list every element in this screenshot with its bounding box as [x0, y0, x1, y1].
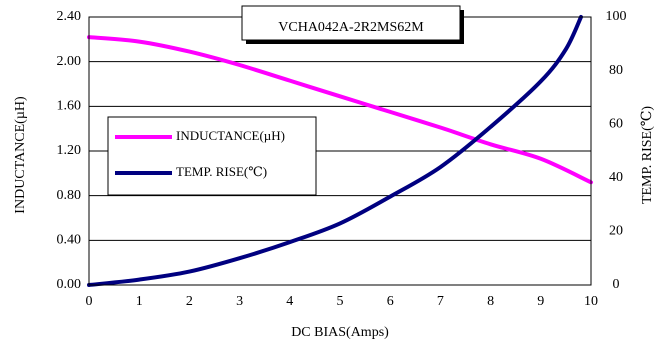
y-tick-label: 1.20 [57, 143, 82, 158]
y2-tick-label: 100 [606, 9, 627, 24]
y2-tick-label: 60 [609, 116, 623, 131]
x-tick-label: 4 [286, 294, 293, 309]
y-axis-label: INDUCTANCE(µH) [13, 96, 28, 214]
y2-axis-label: TEMP. RISE(℃) [640, 106, 655, 204]
x-tick-label: 2 [186, 294, 193, 309]
x-tick-label: 7 [437, 294, 444, 309]
legend: INDUCTANCE(µH) TEMP. RISE(℃) [107, 116, 317, 196]
y-tick-label: 0.40 [57, 233, 82, 248]
x-tick-label: 6 [387, 294, 394, 309]
series-layer [87, 15, 593, 287]
y2-tick-label: 20 [609, 224, 623, 239]
x-tick-label: 1 [136, 294, 143, 309]
x-tick-label: 8 [487, 294, 494, 309]
y2-tick-label: 40 [609, 170, 623, 185]
inductance-line [87, 35, 593, 185]
temp-rise-line [87, 15, 583, 287]
x-axis-label: DC BIAS(Amps) [291, 325, 389, 340]
x-tick-label: 9 [537, 294, 544, 309]
chart-title-box: VCHA042A-2R2MS62M [241, 5, 464, 44]
tick-labels: 0 1 2 3 4 5 6 7 8 9 10 0.00 0.40 0.80 1.20 1.60 2.00 2.40… [57, 9, 627, 309]
legend-label-temp-rise: TEMP. RISE(℃) [176, 164, 267, 179]
x-tick-label: 5 [337, 294, 344, 309]
x-tick-label: 0 [86, 294, 93, 309]
y-tick-label: 0.00 [57, 277, 82, 292]
y2-tick-label: 0 [613, 277, 620, 292]
x-tick-label: 10 [584, 294, 598, 309]
y-tick-label: 2.00 [57, 54, 82, 69]
y-tick-label: 1.60 [57, 99, 82, 114]
legend-label-inductance: INDUCTANCE(µH) [176, 128, 285, 143]
x-tick-label: 3 [236, 294, 243, 309]
y-tick-label: 0.80 [57, 188, 82, 203]
y2-tick-label: 80 [609, 63, 623, 78]
chart-title: VCHA042A-2R2MS62M [278, 20, 424, 35]
y-tick-label: 2.40 [57, 9, 82, 24]
